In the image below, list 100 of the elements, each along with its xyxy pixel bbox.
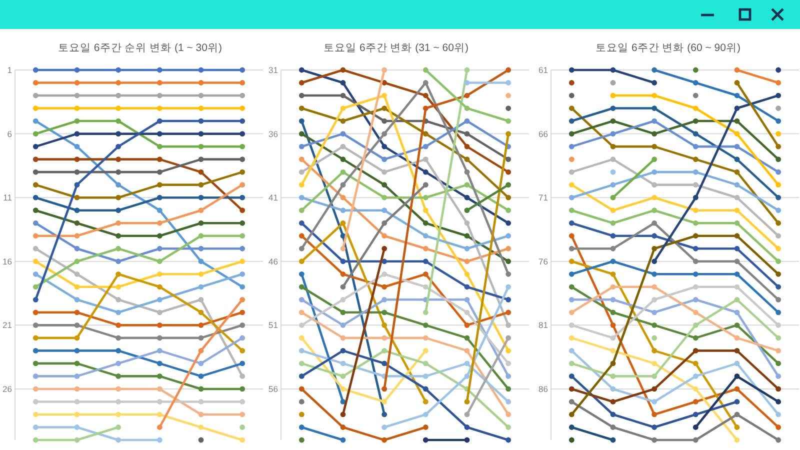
point — [610, 310, 616, 316]
point — [240, 156, 246, 162]
point — [506, 310, 512, 316]
point — [422, 258, 428, 264]
point — [692, 92, 698, 98]
point — [734, 271, 740, 277]
point — [382, 182, 388, 188]
point — [382, 348, 388, 354]
point — [74, 437, 80, 443]
point — [464, 106, 470, 111]
point — [422, 412, 428, 418]
point — [116, 412, 122, 418]
point — [32, 144, 38, 150]
point — [298, 348, 304, 354]
point — [568, 233, 574, 239]
point — [240, 131, 246, 136]
point — [652, 271, 658, 277]
point — [734, 169, 740, 175]
point — [198, 169, 204, 175]
point — [506, 208, 512, 214]
point — [734, 208, 740, 214]
point — [198, 335, 204, 341]
point — [116, 106, 122, 111]
point — [568, 118, 574, 124]
point — [382, 424, 388, 430]
point — [422, 182, 428, 188]
point — [734, 322, 740, 328]
point — [156, 360, 162, 366]
point — [506, 220, 512, 226]
point — [692, 296, 698, 302]
point — [240, 80, 246, 86]
point — [74, 106, 80, 111]
point — [776, 399, 782, 404]
point — [692, 131, 698, 136]
point — [382, 106, 388, 111]
point — [340, 386, 346, 392]
point — [506, 386, 512, 392]
point — [568, 399, 574, 404]
point — [116, 284, 122, 290]
point — [382, 233, 388, 239]
point — [568, 271, 574, 277]
point — [422, 144, 428, 150]
point — [32, 220, 38, 226]
point — [32, 208, 38, 214]
point — [610, 386, 616, 392]
point — [198, 182, 204, 188]
point — [652, 374, 658, 379]
point — [116, 424, 122, 430]
point — [198, 284, 204, 290]
point — [32, 374, 38, 379]
point — [240, 67, 246, 73]
point — [568, 208, 574, 214]
point — [240, 399, 246, 404]
point — [198, 131, 204, 136]
point — [652, 92, 658, 98]
point — [422, 233, 428, 239]
point — [692, 310, 698, 316]
y-tick-label: 46 — [268, 256, 278, 266]
point — [156, 131, 162, 136]
point — [652, 156, 658, 162]
y-tick-label: 36 — [268, 128, 278, 139]
point — [776, 144, 782, 150]
point — [692, 412, 698, 418]
point — [506, 360, 512, 366]
point — [776, 386, 782, 392]
point — [568, 296, 574, 302]
point — [692, 399, 698, 404]
point — [464, 360, 470, 366]
point — [692, 220, 698, 226]
point — [156, 296, 162, 302]
point — [198, 106, 204, 111]
point — [240, 424, 246, 430]
point — [776, 80, 782, 86]
point — [382, 67, 388, 73]
point — [382, 271, 388, 277]
point — [692, 348, 698, 354]
point — [298, 424, 304, 430]
point — [568, 374, 574, 379]
point — [610, 80, 616, 86]
point — [568, 258, 574, 264]
point — [298, 208, 304, 214]
point — [198, 386, 204, 392]
y-tick-label: 71 — [538, 192, 548, 203]
point — [652, 233, 658, 239]
point — [734, 412, 740, 418]
point — [422, 437, 428, 443]
point — [610, 156, 616, 162]
point — [610, 437, 616, 443]
point — [32, 386, 38, 392]
point — [340, 424, 346, 430]
y-tick-label: 66 — [538, 128, 548, 139]
point — [156, 106, 162, 111]
point — [464, 348, 470, 354]
point — [156, 437, 162, 443]
y-tick-label: 1 — [7, 65, 12, 75]
point — [340, 310, 346, 316]
point — [692, 335, 698, 341]
point — [32, 424, 38, 430]
point — [506, 131, 512, 136]
point — [198, 424, 204, 430]
